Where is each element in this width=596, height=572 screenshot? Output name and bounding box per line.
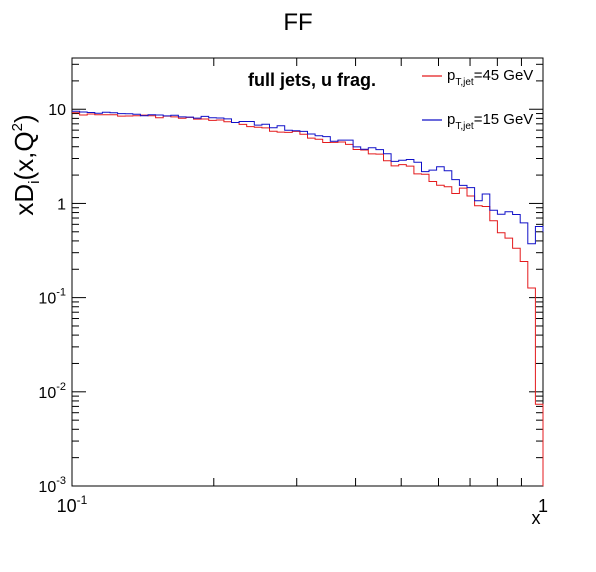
legend-label-main: p [447, 67, 455, 84]
y-tick-label: 10 [48, 102, 66, 119]
x-tick-label-base: 10 [57, 496, 77, 516]
y-tick-label-base: 10 [38, 479, 56, 496]
series-line-1 [72, 110, 544, 245]
series-line-0 [72, 112, 544, 486]
y-tick-label: 10-1 [38, 287, 66, 308]
y-tick-label-exp: -1 [56, 287, 66, 299]
x-tick-label-exp: -1 [77, 493, 88, 507]
y-axis-label-main: xD [9, 184, 39, 216]
x-tick-label: 10-1 [57, 493, 88, 516]
y-axis-label-sup: 2 [9, 123, 26, 131]
y-tick-label-base: 10 [48, 102, 66, 119]
x-tick-label-base: 1 [538, 496, 548, 516]
y-axis-label-close: ) [9, 114, 39, 123]
plot-frame [71, 57, 544, 487]
y-tick-label-base: 10 [38, 385, 56, 402]
legend-label-sub: T,jet [455, 121, 474, 132]
y-tick-label-exp: -2 [56, 381, 66, 393]
chart-title: FF [283, 9, 312, 36]
legend-label-sub: T,jet [455, 77, 474, 88]
x-tick-label: 1 [538, 496, 548, 516]
legend-label-1: pT,jet=15 GeV [447, 111, 533, 132]
y-tick-label: 10-3 [38, 475, 66, 496]
y-tick-label: 1 [57, 196, 66, 213]
series-layer [72, 110, 544, 486]
y-axis-label: xDi(x,Q2) [9, 114, 43, 215]
legend-label-rest: =45 GeV [474, 67, 534, 84]
y-tick-label-base: 1 [57, 196, 66, 213]
legend-label-main: p [447, 111, 455, 128]
x-axis-label: x [532, 508, 541, 528]
legend-label-0: pT,jet=45 GeV [447, 67, 533, 88]
y-axis-label-sub: i [26, 181, 43, 184]
y-axis-label-args: (x,Q [9, 131, 39, 180]
chart-annotation: full jets, u frag. [248, 70, 376, 90]
y-tick-label-exp: -3 [56, 475, 66, 487]
y-tick-label-base: 10 [38, 291, 56, 308]
y-tick-label: 10-2 [38, 381, 66, 402]
legend-label-rest: =15 GeV [474, 111, 534, 128]
